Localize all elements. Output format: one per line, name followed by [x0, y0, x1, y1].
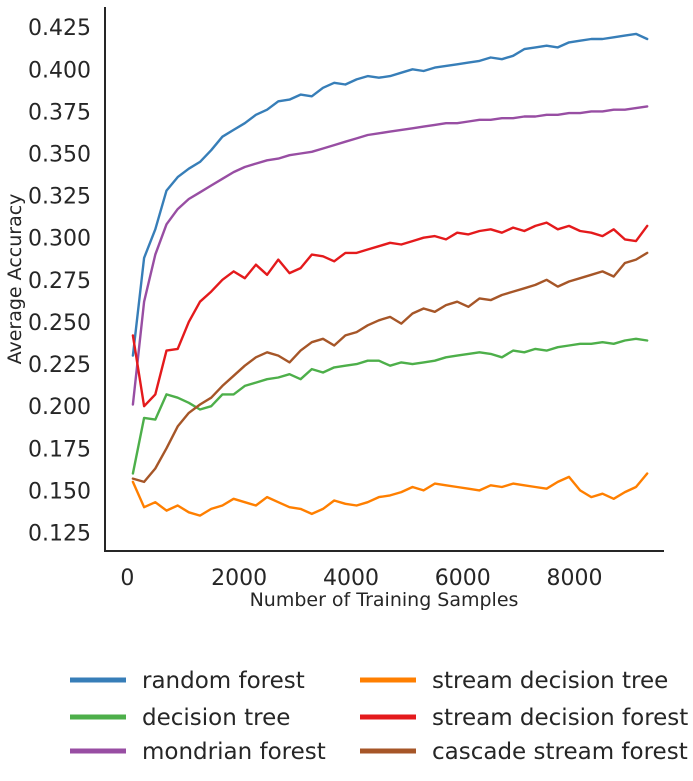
- y-tick-label: 0.275: [28, 269, 91, 294]
- x-tick-labels: 0 2000 4000 6000 8000: [120, 566, 602, 591]
- series-line-stream-decision-forest: [131, 221, 649, 408]
- y-tick-label: 0.225: [28, 353, 91, 378]
- legend-label: cascade stream forest: [432, 739, 688, 765]
- legend-item: stream decision forest: [360, 705, 688, 731]
- series-line-stream-decision-tree: [131, 472, 649, 517]
- y-tick-label: 0.425: [28, 16, 91, 41]
- legend-label: random forest: [142, 668, 305, 694]
- x-axis-title: Number of Training Samples: [250, 589, 519, 611]
- y-tick-labels: 0.125 0.150 0.175 0.200 0.225 0.250 0.275 0.300…: [28, 16, 91, 546]
- y-tick-label: 0.375: [28, 100, 91, 125]
- x-tick-label: 6000: [435, 566, 491, 591]
- legend-item: cascade stream forest: [360, 739, 688, 765]
- y-tick-label: 0.350: [28, 143, 91, 168]
- y-tick-label: 0.175: [28, 437, 91, 462]
- series-layer: [131, 32, 649, 517]
- legend-item: decision tree: [70, 705, 290, 731]
- series-line-cascade-stream-forest: [131, 251, 649, 484]
- y-axis-title: Average Accuracy: [4, 194, 26, 365]
- plot-area: 0.125 0.150 0.175 0.200 0.225 0.250 0.275 0.300…: [28, 7, 664, 591]
- legend-label: mondrian forest: [142, 739, 326, 765]
- series-line-decision-tree: [131, 337, 649, 475]
- y-tick-label: 0.150: [28, 479, 91, 504]
- x-tick-label: 0: [120, 566, 134, 591]
- legend-item: stream decision tree: [360, 668, 668, 694]
- legend-label: stream decision tree: [432, 668, 668, 694]
- y-tick-label: 0.400: [28, 58, 91, 83]
- x-tick-label: 8000: [547, 566, 603, 591]
- y-tick-label: 0.200: [28, 395, 91, 420]
- legend: random forest decision tree mondrian fores…: [70, 668, 688, 765]
- legend-item: random forest: [70, 668, 305, 694]
- x-tick-label: 2000: [211, 566, 267, 591]
- y-tick-label: 0.125: [28, 521, 91, 546]
- legend-label: stream decision forest: [432, 705, 688, 731]
- series-line-random-forest: [131, 32, 649, 357]
- y-tick-label: 0.325: [28, 185, 91, 210]
- legend-item: mondrian forest: [70, 739, 326, 765]
- x-tick-label: 4000: [323, 566, 379, 591]
- y-tick-label: 0.250: [28, 311, 91, 336]
- legend-label: decision tree: [142, 705, 290, 731]
- series-line-mondrian-forest: [131, 105, 649, 406]
- y-tick-label: 0.300: [28, 227, 91, 252]
